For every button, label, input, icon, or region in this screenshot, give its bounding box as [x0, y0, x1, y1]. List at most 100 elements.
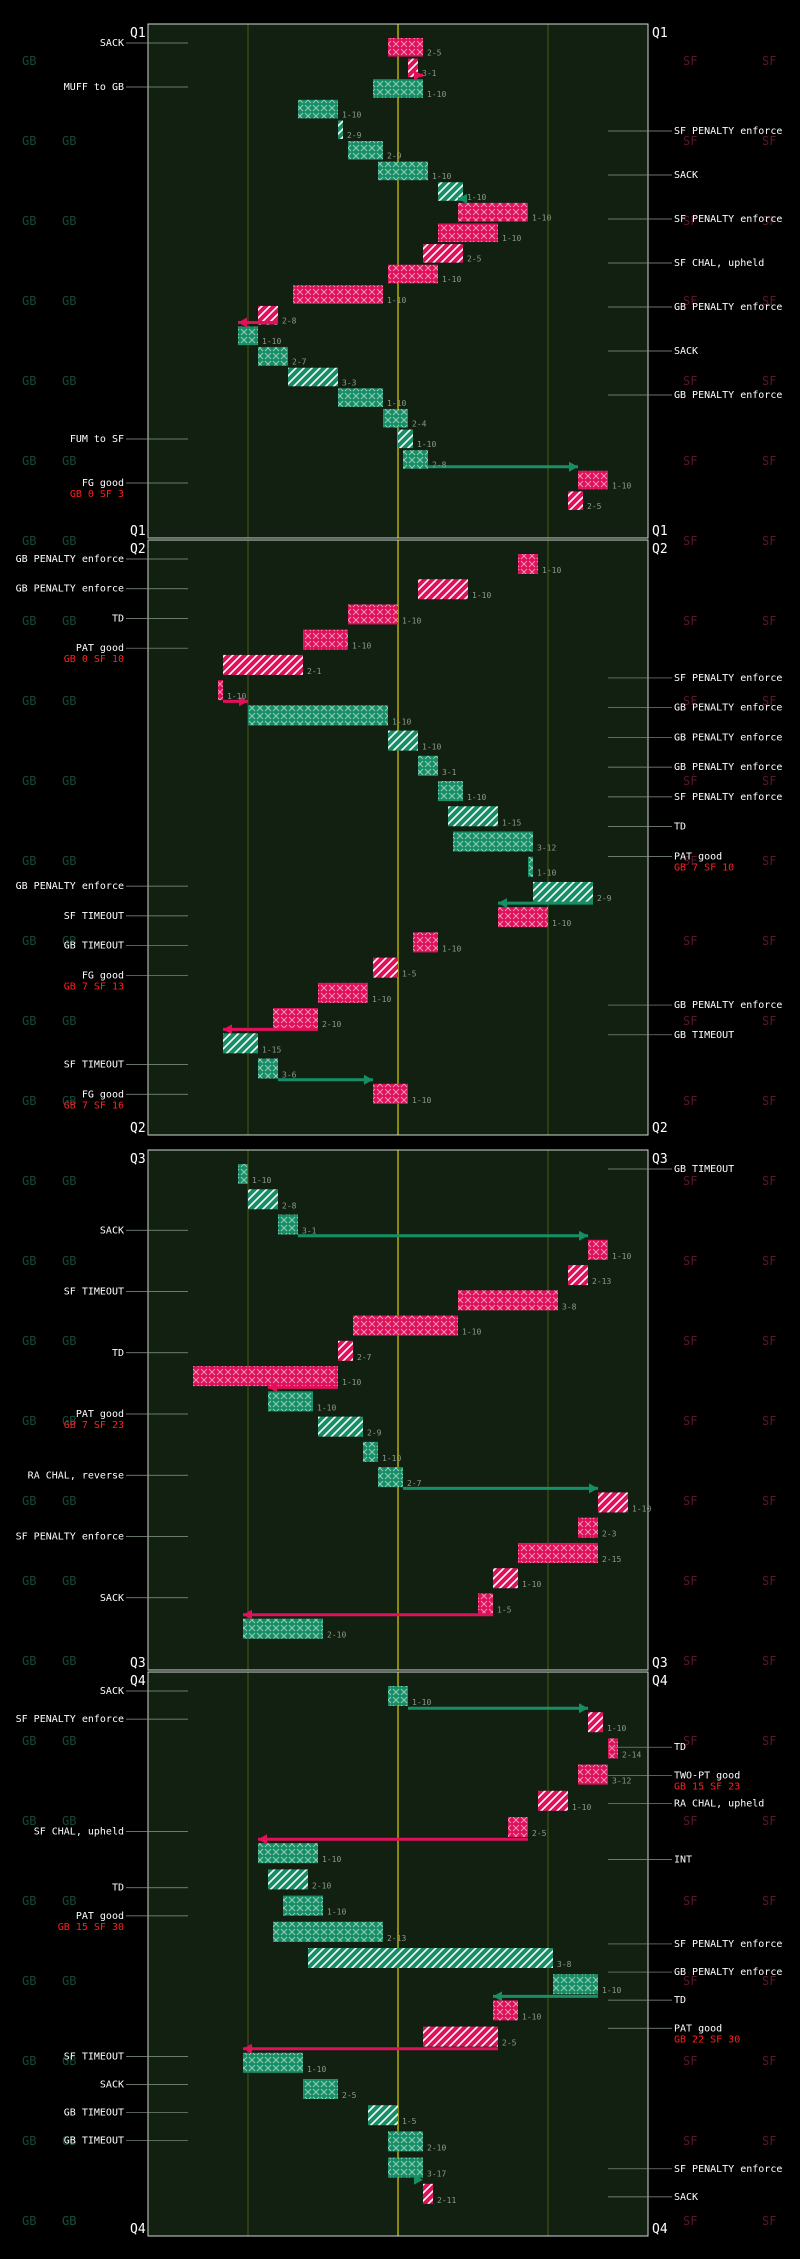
gb-watermark: GB [22, 1334, 36, 1348]
event-label: RA CHAL, reverse [28, 1470, 124, 1481]
play-bar [193, 1366, 338, 1387]
event-label: GB PENALTY enforce [674, 732, 782, 743]
event-label: GB TIMEOUT [674, 1164, 734, 1175]
play-bar [508, 1817, 528, 1837]
event-label: PAT good [674, 2023, 722, 2034]
gb-watermark: GB [62, 2134, 76, 2148]
down-distance-label: 3-12 [612, 1777, 631, 1786]
play-bar [528, 856, 533, 877]
arrow-head [243, 1609, 252, 1620]
score-label: GB 0 SF 3 [70, 489, 124, 500]
play-bar [303, 629, 348, 650]
sf-watermark: SF [762, 1814, 776, 1828]
event-label: FG good [82, 1089, 124, 1100]
down-distance-label: 1-10 [317, 1403, 336, 1412]
arrow-head [498, 898, 507, 909]
quarter-label: Q1 [130, 524, 146, 539]
down-distance-label: 1-10 [442, 275, 461, 284]
play-bar [273, 1008, 318, 1029]
play-bar [318, 982, 368, 1003]
sf-watermark: SF [683, 934, 697, 948]
play-bar [373, 957, 398, 978]
sf-watermark: SF [683, 1094, 697, 1108]
sf-watermark: SF [762, 214, 776, 228]
down-distance-label: 3-1 [302, 1227, 317, 1236]
play-bar [273, 1921, 383, 1942]
event-label: SF CHAL, upheld [34, 1827, 124, 1838]
play-bar [388, 38, 423, 57]
sf-watermark: SF [683, 774, 697, 788]
sf-watermark: SF [762, 454, 776, 468]
quarter-label: Q3 [130, 1656, 146, 1671]
quarter-frame [147, 1671, 649, 2237]
gb-watermark: GB [62, 214, 76, 228]
arrow-head [589, 1483, 598, 1494]
down-distance-label: 1-10 [417, 440, 436, 449]
gb-watermark: GB [62, 454, 76, 468]
down-distance-label: 1-10 [307, 2065, 326, 2074]
event-label: FG good [82, 478, 124, 489]
sf-watermark: SF [762, 1974, 776, 1988]
gb-watermark: GB [62, 1014, 76, 1028]
sf-watermark: SF [762, 1014, 776, 1028]
gb-watermark: GB [62, 1094, 76, 1108]
gb-watermark: GB [62, 294, 76, 308]
down-distance-label: 1-10 [467, 193, 486, 202]
down-distance-label: 2-3 [602, 1530, 617, 1539]
gb-watermark: GB [62, 1414, 76, 1428]
down-distance-label: 1-10 [602, 1986, 621, 1995]
play-bar [238, 1164, 248, 1184]
play-bar [578, 1517, 598, 1538]
play-bar [363, 1441, 378, 1462]
quarter-label: Q3 [652, 1656, 668, 1671]
gb-watermark: GB [62, 2214, 76, 2228]
gb-watermark: GB [22, 1014, 36, 1028]
sf-watermark: SF [762, 374, 776, 388]
play-bar [568, 491, 583, 510]
gb-watermark: GB [22, 1734, 36, 1748]
down-distance-label: 1-10 [412, 1698, 431, 1707]
play-bar [378, 1467, 403, 1488]
score-label: GB 7 SF 13 [64, 981, 124, 992]
quarter-label: Q4 [652, 2222, 668, 2237]
event-label: SF PENALTY enforce [16, 1714, 124, 1725]
event-label: GB TIMEOUT [674, 1030, 734, 1041]
sf-watermark: SF [762, 1414, 776, 1428]
event-label: SACK [674, 170, 698, 181]
event-label: PAT good [76, 1911, 124, 1922]
event-label: GB PENALTY enforce [16, 554, 124, 565]
play-bar [283, 1895, 323, 1916]
down-distance-label: 1-15 [502, 818, 521, 827]
play-bar [413, 932, 438, 953]
event-label: RA CHAL, upheld [674, 1798, 764, 1809]
gb-watermark: GB [22, 774, 36, 788]
play-bar [258, 1058, 278, 1079]
down-distance-label: 2-9 [367, 1429, 382, 1438]
sf-watermark: SF [683, 454, 697, 468]
gb-watermark: GB [22, 1814, 36, 1828]
play-bar [243, 1618, 323, 1639]
play-bar [373, 79, 423, 98]
play-bar [258, 347, 288, 366]
sf-watermark: SF [762, 1174, 776, 1188]
down-distance-label: 1-10 [522, 1580, 541, 1589]
sf-watermark: SF [762, 614, 776, 628]
arrow-head [243, 2043, 252, 2054]
play-bar [338, 388, 383, 407]
event-label: SACK [100, 2079, 124, 2090]
down-distance-label: 1-5 [497, 1605, 512, 1614]
gb-watermark: GB [62, 1734, 76, 1748]
down-distance-label: 1-10 [327, 1908, 346, 1917]
quarter-frame [147, 539, 649, 1136]
down-distance-label: 1-10 [612, 1252, 631, 1261]
gb-watermark: GB [22, 854, 36, 868]
gb-watermark: GB [62, 1974, 76, 1988]
down-distance-label: 2-10 [312, 1881, 331, 1890]
play-bar [338, 1340, 353, 1361]
event-label: GB TIMEOUT [64, 941, 124, 952]
down-distance-label: 2-5 [467, 255, 482, 264]
down-distance-label: 1-10 [427, 90, 446, 99]
down-distance-label: 1-10 [352, 642, 371, 651]
down-distance-label: 2-5 [587, 502, 602, 511]
down-distance-label: 2-15 [602, 1555, 621, 1564]
